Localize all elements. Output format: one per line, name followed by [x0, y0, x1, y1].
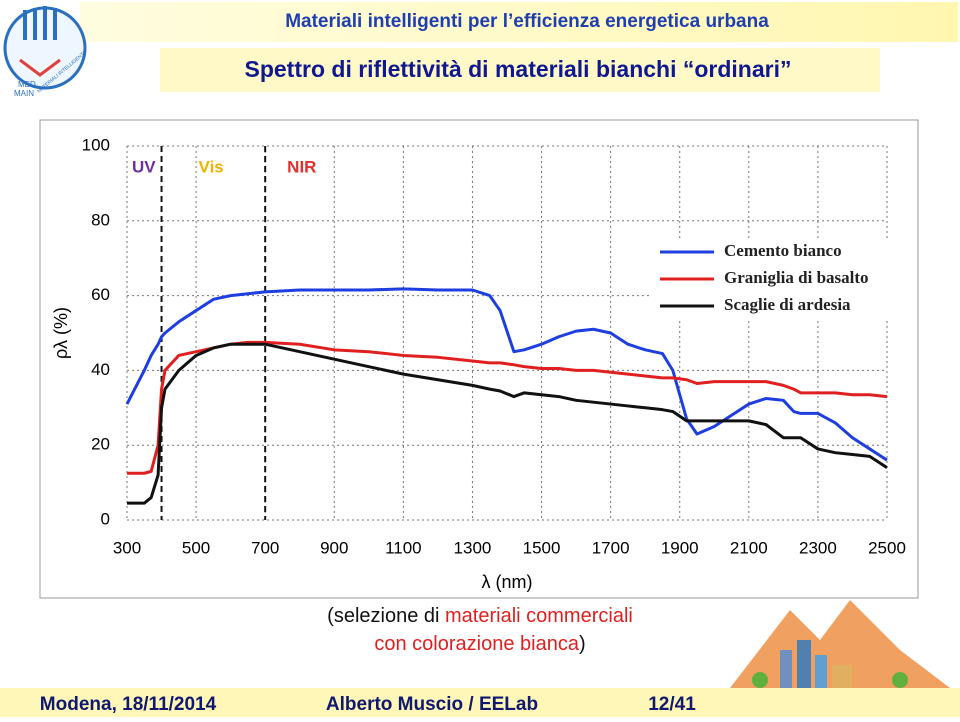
y-tick-label: 60	[91, 285, 110, 304]
x-axis-label: λ (nm)	[482, 572, 533, 592]
footer-date: Modena, 18/11/2014	[40, 694, 217, 715]
footer-author: Alberto Muscio / EELab	[326, 694, 538, 715]
footer-bar	[0, 688, 960, 717]
series-line	[125, 287, 888, 462]
legend-label: Cemento bianco	[724, 241, 842, 260]
x-tick-label: 2500	[868, 538, 906, 557]
y-tick-label: 80	[91, 210, 110, 229]
slide-subtitle: Spettro di riflettività di materiali bia…	[245, 56, 792, 82]
caption: con colorazione bianca)	[374, 633, 585, 655]
legend-label: Graniglia di basalto	[724, 268, 869, 287]
x-tick-label: 1100	[385, 538, 422, 557]
subtitle-bar	[160, 48, 880, 92]
x-tick-label: 2300	[799, 538, 837, 557]
x-tick-label: 900	[320, 538, 348, 557]
series-line	[127, 340, 888, 475]
x-tick-label: 1300	[454, 538, 492, 557]
logo-text: MED	[18, 80, 36, 89]
footer-page: 12/41	[648, 694, 696, 715]
region-label: NIR	[287, 157, 316, 176]
x-tick-label: 1700	[592, 538, 630, 557]
series-line	[127, 342, 888, 505]
x-tick-label: 700	[251, 538, 279, 557]
legend-label: Scaglie di ardesia	[724, 295, 851, 314]
x-tick-label: 1900	[661, 538, 699, 557]
x-tick-label: 2100	[730, 538, 768, 557]
x-tick-label: 1500	[523, 538, 561, 557]
y-axis-label: ρλ (%)	[51, 307, 71, 359]
y-tick-label: 20	[91, 435, 110, 454]
region-label: UV	[132, 157, 156, 176]
city-illustration	[730, 600, 950, 688]
x-tick-label: 500	[182, 538, 210, 557]
logo: MED MAIN MATERIALI INTELLIGENTI	[3, 6, 87, 98]
y-tick-label: 100	[82, 135, 110, 154]
header-bar	[80, 2, 958, 42]
y-tick-label: 0	[101, 509, 110, 528]
y-tick-label: 40	[91, 360, 110, 379]
caption: (selezione di materiali commerciali	[327, 605, 633, 627]
slide-title: Materiali intelligenti per l’efficienza …	[285, 11, 769, 32]
region-label: Vis	[199, 157, 224, 176]
logo-text: MAIN	[14, 89, 34, 98]
x-tick-label: 300	[113, 538, 141, 557]
